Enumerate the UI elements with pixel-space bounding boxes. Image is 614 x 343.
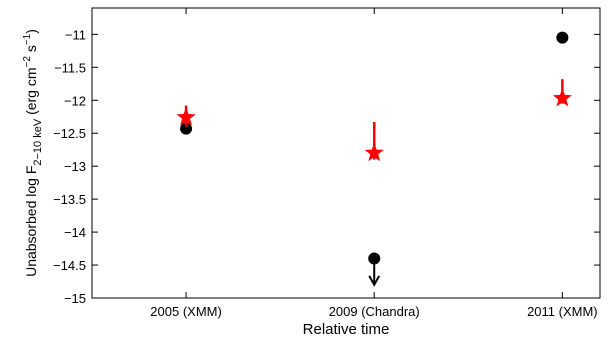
data-marks (176, 31, 572, 287)
data-point (556, 31, 569, 44)
y-tick-label: −12.5 (53, 126, 86, 141)
upper-limit-arrow (368, 275, 381, 287)
y-tick-label: −13.5 (53, 192, 86, 207)
y-tick-label: −11.5 (54, 60, 86, 75)
x-axis-label: Relative time (303, 321, 390, 338)
y-ticks: −15 −14.5 −14 −13.5 −13 −12.5 −12 −11.5 −11 (53, 27, 600, 306)
y-tick-label: −15 (64, 291, 86, 306)
data-point (368, 252, 381, 265)
y-tick-label: −13 (64, 159, 86, 174)
x-tick-label: 2011 (XMM) (527, 304, 598, 319)
x-ticks: 2005 (XMM) 2009 (Chandra) 2011 (XMM) (150, 8, 598, 319)
y-tick-label: −12 (64, 93, 86, 108)
data-point (364, 143, 384, 162)
data-point (552, 88, 572, 107)
x-tick-label: 2009 (Chandra) (329, 304, 420, 319)
data-point (180, 122, 193, 135)
y-axis-label: Unabsorbed log F2−10 keV (erg cm−2 s−1) (22, 29, 44, 277)
y-tick-label: −14 (64, 225, 86, 240)
plot-frame (91, 7, 601, 299)
y-tick-label: −11 (65, 27, 86, 42)
x-tick-label: 2005 (XMM) (150, 304, 222, 319)
data-point (176, 107, 196, 126)
y-tick-label: −14.5 (53, 258, 86, 273)
